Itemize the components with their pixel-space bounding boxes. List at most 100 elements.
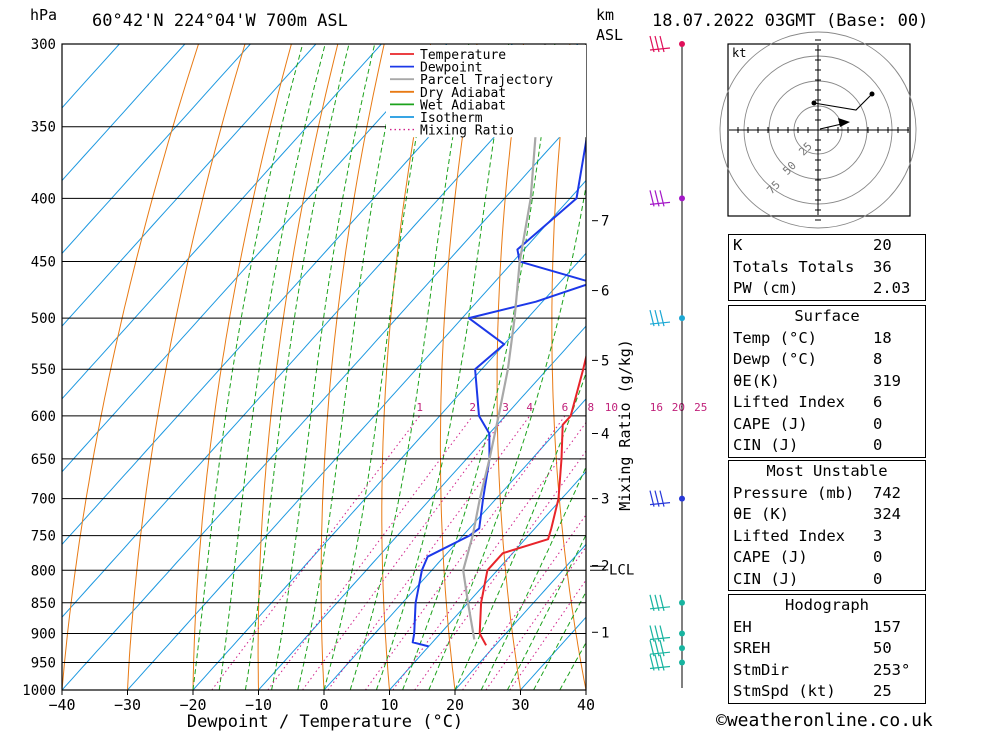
- mixing-ratio-label: 16: [650, 401, 663, 414]
- storm-motion-arrow: [838, 118, 850, 127]
- height-tick-label: 6: [601, 284, 609, 300]
- surface-title: Surface: [794, 307, 860, 325]
- credit-link[interactable]: ©weatheronline.co.uk: [716, 710, 933, 731]
- most-unstable-row: CAPE (J) 0: [733, 548, 883, 566]
- height-tick-label: 1: [601, 625, 609, 641]
- most-unstable-row: Pressure (mb) 742: [733, 483, 901, 502]
- mixing-ratio-label: 10: [605, 401, 618, 414]
- hodograph-point: [811, 100, 817, 106]
- wind-barb-dot: [679, 659, 685, 666]
- isotherm-line: [454, 543, 586, 690]
- most-unstable-row: θE (K) 324: [733, 505, 901, 523]
- mixing-ratio-line: [509, 579, 586, 690]
- isotherm-line: [62, 107, 586, 690]
- temperature-tick-label: −20: [179, 696, 206, 714]
- wind-barb: [649, 309, 671, 327]
- wind-barb: [649, 190, 671, 207]
- valid-time: 18.07.2022 03GMT (Base: 00): [652, 11, 929, 31]
- legend-entry: Dry Adiabat: [420, 86, 506, 101]
- wind-barb-flag: [659, 640, 665, 657]
- pressure-tick-label: 550: [31, 362, 56, 378]
- pressure-tick-label: 450: [31, 255, 56, 271]
- temperature-tick-label: 10: [380, 696, 398, 714]
- wind-barb-staff: [649, 502, 671, 506]
- hodograph-stats-row: StmDir 253°: [733, 660, 911, 679]
- temperature-tick-label: −40: [48, 696, 75, 714]
- pressure-tick-label: 500: [31, 311, 56, 327]
- pressure-tick-label: 850: [31, 596, 56, 612]
- index-row-totals: Totals Totals 36: [733, 257, 892, 276]
- height-tick-label: 3: [601, 492, 609, 508]
- pressure-tick-label: 1000: [22, 683, 56, 699]
- height-unit-label-asl: ASL: [596, 26, 623, 44]
- isotherm-line: [127, 179, 586, 690]
- legend-entry: Parcel Trajectory: [420, 73, 553, 88]
- wind-barb-dot: [679, 599, 685, 606]
- pressure-tick-label: 950: [31, 655, 56, 671]
- mixing-ratio-label: 1: [416, 401, 423, 414]
- surface-row: CAPE (J) 0: [733, 414, 883, 433]
- dry-adiabat-line: [62, 44, 200, 690]
- mixing-ratio-line: [462, 513, 586, 690]
- pressure-tick-label: 700: [31, 492, 56, 508]
- mixing-ratio-axis-title: Mixing Ratio (g/kg): [616, 339, 634, 511]
- hodograph-stats-table: Hodograph EH 157 SREH 50 StmDir 253° StmSpd…: [728, 594, 926, 704]
- mixing-ratio-label: 20: [672, 401, 685, 414]
- wind-barb: [649, 490, 671, 507]
- temperature-tick-label: −10: [245, 696, 272, 714]
- wind-barb: [649, 625, 671, 642]
- isotherm-line: [192, 252, 586, 690]
- wet-adiabat-line: [218, 44, 326, 690]
- hodograph-stats-title: Hodograph: [785, 596, 869, 614]
- height-tick-label: 5: [601, 353, 609, 369]
- index-row-k: K 20: [733, 236, 892, 254]
- isotherm-line: [258, 325, 586, 690]
- legend-entry: Dewpoint: [420, 61, 483, 76]
- wind-barb-flag: [659, 309, 665, 327]
- isotherm-line: [62, 44, 186, 182]
- wet-adiabat-line: [271, 44, 376, 690]
- pressure-tick-label: 800: [31, 563, 56, 579]
- isotherm-line: [62, 44, 448, 473]
- wind-barb-flag: [659, 490, 665, 507]
- height-tick-label: 4: [601, 427, 609, 443]
- pressure-tick-label: 300: [31, 37, 56, 53]
- mixing-ratio-line: [327, 415, 531, 690]
- wind-barb-dot: [679, 41, 685, 47]
- wet-adiabat-line: [533, 590, 586, 690]
- height-unit-label: km: [596, 6, 614, 24]
- hodograph-ring: [719, 31, 917, 229]
- hodograph-stats-row: StmSpd (kt) 25: [733, 682, 892, 700]
- wet-adiabat-line: [506, 533, 586, 690]
- wind-barb-flag: [659, 594, 665, 611]
- wind-barb-flag: [659, 625, 665, 642]
- most-unstable-row: Lifted Index 3: [733, 526, 883, 545]
- isotherm-line: [62, 44, 579, 618]
- wind-barb: [649, 654, 671, 671]
- surface-row: Dewp (°C) 8: [733, 350, 883, 368]
- legend-entry: Mixing Ratio: [420, 124, 514, 139]
- wet-adiabat-line: [192, 44, 304, 690]
- series-temperature-line: [478, 353, 586, 646]
- indices-table: K 20 Totals Totals 36 PW (cm) 2.03: [728, 234, 926, 301]
- wet-adiabat-line: [375, 44, 510, 690]
- isotherm-line: [389, 470, 586, 690]
- wind-barb: [649, 640, 671, 657]
- wind-barb-dot: [679, 315, 685, 322]
- most-unstable-title: Most Unstable: [766, 462, 888, 480]
- dry-adiabat-line: [551, 44, 586, 690]
- pressure-tick-label: 750: [31, 529, 56, 545]
- mixing-ratio-line: [392, 421, 586, 690]
- isotherm-line: [62, 44, 514, 546]
- isotherm-line: [62, 44, 383, 400]
- isotherm-line: [323, 398, 586, 690]
- surface-table: Surface Temp (°C) 18 Dewp (°C) 8 θE(K) 319 …: [728, 305, 926, 458]
- surface-row: Temp (°C) 18: [733, 328, 892, 347]
- dry-adiabat-line: [127, 44, 246, 690]
- legend-entry: Temperature: [420, 48, 506, 63]
- dry-adiabat-line: [439, 44, 478, 690]
- legend-entry: Isotherm: [420, 111, 483, 126]
- wind-barb-dot: [679, 495, 685, 502]
- pressure-tick-label: 350: [31, 120, 56, 136]
